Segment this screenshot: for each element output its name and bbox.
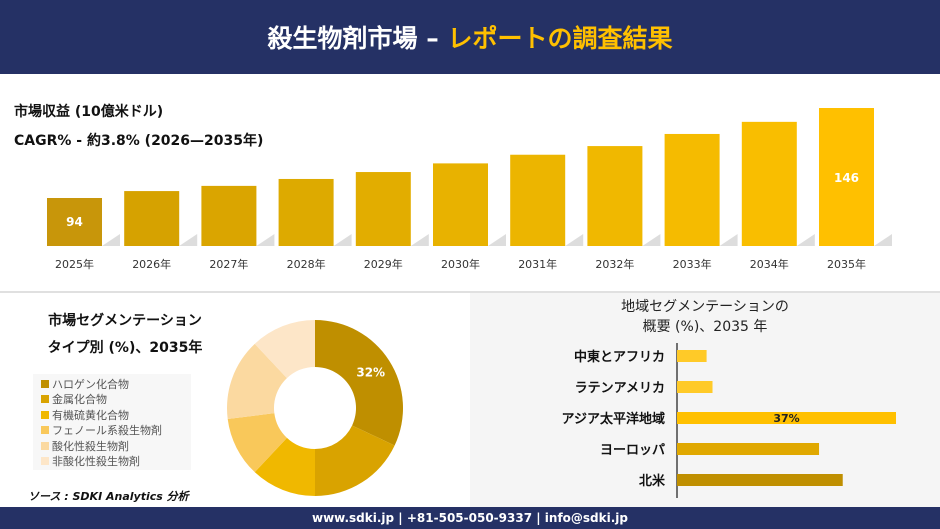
donut-slice-有機硫黄化合物 xyxy=(254,437,315,496)
legend-item: ハロゲン化合物 xyxy=(41,376,183,392)
revenue-title: 市場収益 (10億米ドル) xyxy=(14,104,164,120)
cagr-subtitle: CAGR% - 約3.8% (2026—2035年) xyxy=(14,133,264,149)
hbar-ヨーロッパ xyxy=(677,443,820,455)
legend-label: 非酸化性殺生物剤 xyxy=(52,455,140,469)
segment-subtitle: タイプ別 (%)、2035年 xyxy=(47,340,203,356)
bar-2027年 xyxy=(201,185,257,246)
legend-swatch xyxy=(41,395,49,404)
bar-2026年 xyxy=(124,191,180,246)
region-title: 地域セグメンテーションの 概要 (%)、2035 年 xyxy=(470,297,940,337)
x-tick-label: 2033年 xyxy=(673,257,712,271)
data-label: 37% xyxy=(773,412,799,425)
bar-2025年 xyxy=(47,198,102,246)
donut-slice-金属化合物 xyxy=(315,425,395,496)
data-label: 32% xyxy=(356,366,385,380)
legend-label: フェノール系殺生物剤 xyxy=(52,424,162,438)
hbar-ラテンアメリカ xyxy=(677,381,713,393)
x-tick-label: 2031年 xyxy=(518,257,557,271)
y-tick-label: ヨーロッパ xyxy=(600,443,665,458)
region-panel: 地域セグメンテーションの 概要 (%)、2035 年 中東とアフリカ ラテンアメリ… xyxy=(470,293,940,507)
legend-item: 有機硫黄化合物 xyxy=(41,407,183,423)
legend-swatch xyxy=(41,457,49,466)
header-banner: 殺生物剤市場 – レポートの調査結果 xyxy=(0,0,940,74)
y-tick-label: アジア太平洋地域 xyxy=(562,411,665,427)
bar-shadow xyxy=(256,234,275,246)
x-tick-label: 2028年 xyxy=(287,257,326,271)
data-label: 146 xyxy=(834,171,859,185)
x-tick-label: 2035年 xyxy=(827,257,866,271)
region-title-line2: 概要 (%)、2035 年 xyxy=(642,319,768,335)
x-tick-label: 2029年 xyxy=(364,257,403,271)
bar-shadow xyxy=(642,234,661,246)
y-tick-label: ラテンアメリカ xyxy=(575,381,665,396)
legend-swatch xyxy=(41,379,49,388)
hbar-アジア太平洋地域 xyxy=(677,412,896,424)
data-label: 94 xyxy=(66,215,83,229)
type-donut-chart: 32% xyxy=(227,320,403,496)
hbar-中東とアフリカ xyxy=(677,350,707,362)
footer-contact: www.sdki.jp | +81-505-050-9337 | info@sd… xyxy=(0,507,940,529)
bar-shadow xyxy=(102,234,120,246)
legend-item: 非酸化性殺生物剤 xyxy=(41,454,183,470)
x-tick-label: 2030年 xyxy=(441,257,480,271)
x-tick-label: 2032年 xyxy=(595,257,634,271)
x-tick-label: 2026年 xyxy=(132,257,171,271)
y-tick-label: 中東とアフリカ xyxy=(574,349,665,365)
y-tick-label: 北米 xyxy=(639,473,666,489)
x-tick-label: 2034年 xyxy=(750,257,789,271)
donut-slice-非酸化性殺生物剤 xyxy=(254,320,315,379)
pie-legend: ハロゲン化合物 金属化合物 有機硫黄化合物フェノール系殺生物剤 酸化性殺生物剤 非酸化性… xyxy=(33,374,191,470)
legend-label: 金属化合物 xyxy=(52,393,107,407)
legend-swatch xyxy=(41,441,49,450)
title-main: 殺生物剤市場 – xyxy=(267,24,439,53)
bar-shadow xyxy=(796,234,815,246)
bar-2028年 xyxy=(278,178,334,246)
bar-shadow xyxy=(719,234,738,246)
region-title-line1: 地域セグメンテーションの xyxy=(621,299,789,315)
bar-shadow xyxy=(179,234,198,246)
bar-2029年 xyxy=(355,172,411,246)
legend-item: フェノール系殺生物剤 xyxy=(41,423,183,439)
bar-shadow xyxy=(488,234,506,246)
x-tick-label: 2025年 xyxy=(55,257,94,271)
bar-2035年 xyxy=(819,108,874,246)
hbar-北米 xyxy=(677,474,843,486)
bar-shadow xyxy=(410,234,429,246)
legend-swatch xyxy=(41,410,49,419)
source-note: ソース : SDKI Analytics 分析 xyxy=(28,490,189,503)
bar-shadow xyxy=(333,234,352,246)
bar-2032年 xyxy=(587,146,643,246)
donut-slice-酸化性殺生物剤 xyxy=(227,343,287,420)
bar-2034年 xyxy=(741,121,797,246)
legend-label: 酸化性殺生物剤 xyxy=(52,439,129,453)
revenue-bar-chart: 2025年 94 2026年 2027年 2028年 2029年 2030年 2031年 203… xyxy=(47,108,892,271)
legend-item: 酸化性殺生物剤 xyxy=(41,438,183,454)
donut-slice-ハロゲン化合物 xyxy=(315,320,403,446)
legend-item: 金属化合物 xyxy=(41,392,183,408)
bar-shadow xyxy=(565,234,584,246)
legend-swatch xyxy=(41,426,49,435)
bar-2031年 xyxy=(510,154,566,246)
segment-title: 市場セグメンテーション xyxy=(48,313,202,329)
bar-2033年 xyxy=(664,133,720,246)
x-tick-label: 2027年 xyxy=(209,257,248,271)
title-accent: レポートの調査結果 xyxy=(447,24,673,53)
divider xyxy=(0,291,940,293)
donut-slice-フェノール系殺生物剤 xyxy=(227,413,287,473)
bar-shadow xyxy=(874,234,892,246)
legend-label: ハロゲン化合物 xyxy=(52,377,129,391)
legend-label: 有機硫黄化合物 xyxy=(52,408,129,422)
bar-2030年 xyxy=(433,163,488,246)
